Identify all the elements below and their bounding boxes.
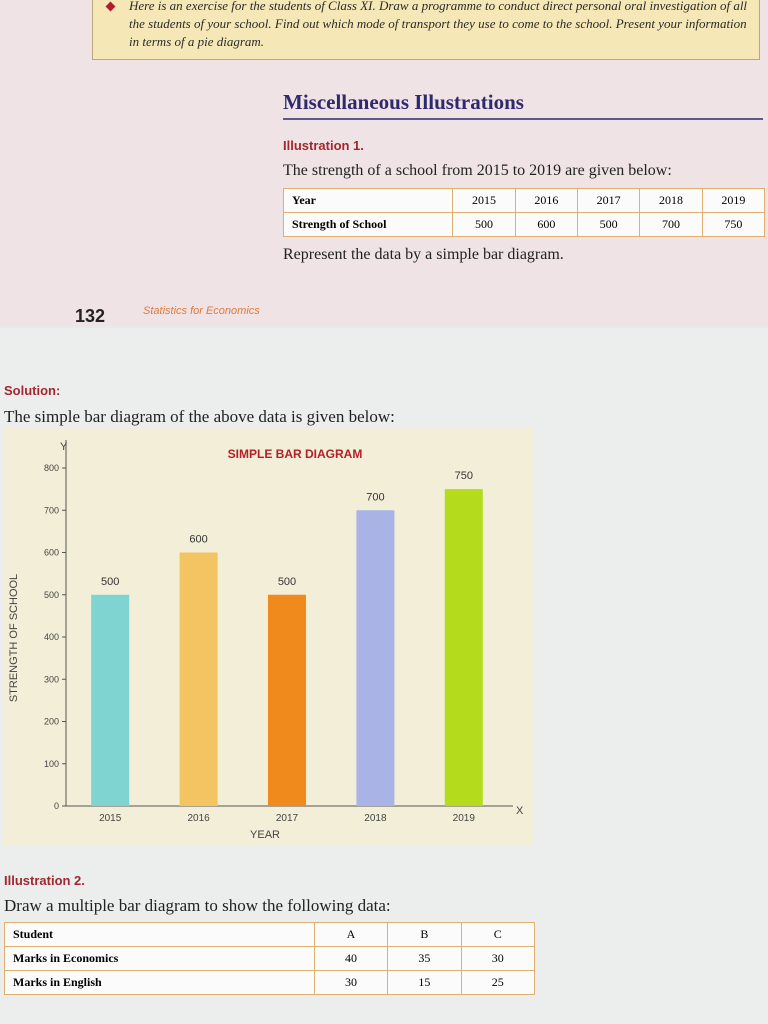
bar — [356, 510, 395, 806]
table-row: Strength of School 500 600 500 700 750 — [282, 212, 766, 237]
exercise-text: Here is an exercise for the students of … — [129, 0, 748, 49]
data-table: Year 2015 2016 2017 2018 2019 Strength of Scho… — [282, 188, 766, 237]
y-axis-label: STRENGTH OF SCHOOL — [8, 574, 20, 702]
bar-value-label: 700 — [366, 491, 384, 503]
section-title: Miscellaneous Illustrations — [283, 90, 524, 114]
table-row: Year 2015 2016 2017 2018 2019 — [282, 188, 766, 213]
illustration-label: Illustration 2. — [4, 873, 85, 888]
table-cell: 25 — [460, 970, 536, 995]
y-tick-label: 500 — [44, 590, 59, 600]
y-tick-label: 300 — [44, 674, 59, 684]
section-rule — [283, 118, 763, 120]
y-axis-letter: Y — [60, 441, 68, 453]
table-cell: 35 — [387, 946, 462, 971]
page-number: 132 — [75, 306, 106, 326]
table-cell: A — [313, 922, 389, 947]
bar — [179, 552, 218, 806]
table-cell: C — [460, 922, 536, 947]
x-tick-label: 2015 — [99, 813, 122, 824]
table-row: Marks in Economics 40 35 30 — [4, 946, 536, 971]
bar — [268, 594, 306, 806]
table-cell: Marks in English — [4, 970, 315, 995]
y-tick-label: 0 — [54, 801, 59, 811]
table-cell: 500 — [452, 212, 516, 237]
lower-page: Solution: The simple bar diagram of the … — [0, 328, 768, 1024]
book-title: Statistics for Economics — [143, 305, 260, 317]
x-tick-label: 2016 — [187, 813, 210, 824]
x-axis-label: YEAR — [250, 829, 280, 841]
x-tick-label: 2018 — [364, 813, 387, 824]
upper-page: Here is an exercise for the students of … — [0, 0, 768, 326]
x-tick-label: 2019 — [453, 813, 476, 824]
exercise-box: Here is an exercise for the students of … — [92, 0, 760, 60]
table-row: Marks in English 30 15 25 — [4, 970, 536, 995]
bar-value-label: 600 — [189, 534, 207, 546]
y-tick-label: 600 — [44, 548, 59, 558]
solution-label: Solution: — [4, 383, 61, 398]
table-cell: 2015 — [452, 188, 516, 213]
table-cell: 750 — [701, 212, 766, 237]
illustration-intro: The strength of a school from 2015 to 20… — [283, 162, 672, 179]
y-tick-label: 800 — [44, 463, 59, 473]
table-row: Student A B C — [4, 922, 536, 947]
table-cell: B — [387, 922, 462, 947]
bar — [444, 489, 483, 806]
data-table: Student A B C Marks in Economics 40 35 30 Marks … — [4, 922, 536, 995]
table-cell: Student — [4, 922, 315, 947]
illustration-task: Represent the data by a simple bar diagr… — [283, 246, 564, 263]
bar-value-label: 500 — [101, 576, 119, 588]
table-cell: 2017 — [577, 188, 641, 213]
x-axis-letter: X — [516, 805, 524, 817]
table-cell: 500 — [577, 212, 641, 237]
bar-value-label: 750 — [455, 470, 473, 482]
chart-title: SIMPLE BAR DIAGRAM — [228, 447, 363, 461]
y-tick-label: 700 — [44, 505, 59, 515]
solution-text: The simple bar diagram of the above data… — [4, 407, 395, 426]
table-cell: 2019 — [701, 188, 766, 213]
y-tick-label: 100 — [44, 759, 59, 769]
bar — [91, 594, 130, 806]
illustration-intro: Draw a multiple bar diagram to show the … — [4, 896, 391, 915]
y-tick-label: 200 — [44, 717, 59, 727]
illustration-label: Illustration 1. — [283, 138, 364, 153]
table-cell: 600 — [514, 212, 579, 237]
table-cell: 15 — [387, 970, 462, 995]
table-cell: 2018 — [639, 188, 703, 213]
table-cell: 2016 — [514, 188, 579, 213]
table-cell: 40 — [313, 946, 389, 971]
y-tick-label: 400 — [44, 632, 59, 642]
table-cell: 700 — [639, 212, 703, 237]
table-cell: Marks in Economics — [4, 946, 315, 971]
chart: SIMPLE BAR DIAGRAM Y X STRENGTH OF SCHOOL YE… — [3, 428, 533, 846]
table-cell: Strength of School — [282, 212, 454, 237]
table-cell: Year — [282, 188, 454, 213]
bar-value-label: 500 — [278, 576, 296, 588]
table-cell: 30 — [460, 946, 536, 971]
x-tick-label: 2017 — [276, 813, 299, 824]
table-cell: 30 — [313, 970, 389, 995]
